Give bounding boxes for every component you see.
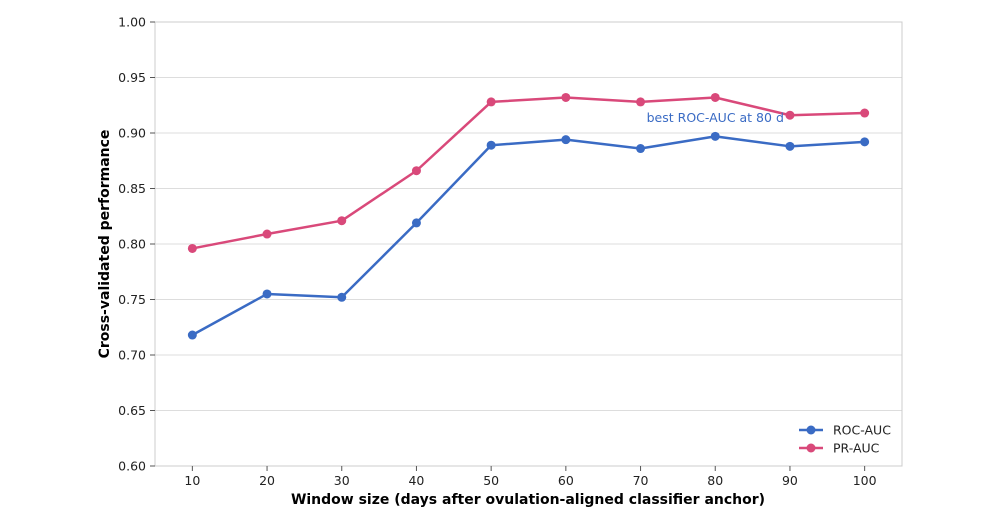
series-layer — [187, 92, 870, 340]
x-axis-ticks: 10 20 30 40 50 60 70 80 90 100 — [184, 466, 877, 488]
data-point-roc-auc — [860, 137, 870, 147]
data-point-pr-auc — [337, 216, 347, 226]
data-point-pr-auc — [187, 243, 197, 253]
y-axis-title: Cross-validated performance — [97, 130, 113, 359]
data-point-roc-auc — [785, 141, 795, 151]
data-point-roc-auc — [337, 292, 347, 302]
data-point-pr-auc — [710, 92, 720, 102]
data-point-pr-auc — [785, 110, 795, 120]
data-point-pr-auc — [262, 229, 272, 239]
legend: ROC-AUC PR-AUC — [799, 423, 891, 456]
x-tick-label: 50 — [483, 473, 499, 488]
x-tick-label: 80 — [707, 473, 723, 488]
legend-marker-roc-auc — [806, 425, 816, 435]
x-tick-label: 10 — [184, 473, 200, 488]
x-tick-label: 90 — [782, 473, 798, 488]
data-point-roc-auc — [636, 144, 646, 154]
series-line-pr-auc — [192, 96, 865, 250]
data-point-roc-auc — [187, 330, 197, 340]
y-axis-ticks: 0.60 0.65 0.70 0.75 0.80 0.85 0.90 0.95 1.00 — [118, 15, 155, 474]
x-tick-label: 60 — [558, 473, 574, 488]
data-point-pr-auc — [636, 97, 646, 107]
y-tick-label: 0.90 — [118, 126, 146, 141]
data-point-roc-auc — [486, 140, 496, 150]
y-tick-label: 1.00 — [118, 15, 146, 30]
x-tick-label: 30 — [334, 473, 350, 488]
best-roc-auc-annotation: best ROC-AUC at 80 d — [647, 110, 784, 125]
x-tick-label: 40 — [408, 473, 424, 488]
y-tick-label: 0.85 — [118, 181, 146, 196]
data-point-roc-auc — [262, 289, 272, 299]
legend-marker-pr-auc — [806, 443, 816, 453]
y-tick-label: 0.75 — [118, 292, 146, 307]
x-tick-label: 100 — [853, 473, 877, 488]
data-point-pr-auc — [486, 97, 496, 107]
y-tick-label: 0.70 — [118, 348, 146, 363]
data-point-roc-auc — [411, 218, 421, 228]
gridlines — [155, 21, 902, 467]
legend-label-pr-auc: PR-AUC — [833, 441, 880, 456]
y-tick-label: 0.80 — [118, 237, 146, 252]
legend-label-roc-auc: ROC-AUC — [833, 423, 891, 438]
data-point-roc-auc — [710, 131, 720, 141]
data-point-roc-auc — [561, 135, 571, 145]
data-point-pr-auc — [561, 92, 571, 102]
x-tick-label: 20 — [259, 473, 275, 488]
y-tick-label: 0.60 — [118, 459, 146, 474]
data-point-pr-auc — [411, 166, 421, 176]
y-tick-label: 0.65 — [118, 403, 146, 418]
series-line-roc-auc — [191, 135, 865, 337]
data-point-pr-auc — [860, 108, 870, 118]
x-tick-label: 70 — [633, 473, 649, 488]
y-tick-label: 0.95 — [118, 70, 146, 85]
x-axis-title: Window size (days after ovulation-aligne… — [291, 492, 765, 508]
